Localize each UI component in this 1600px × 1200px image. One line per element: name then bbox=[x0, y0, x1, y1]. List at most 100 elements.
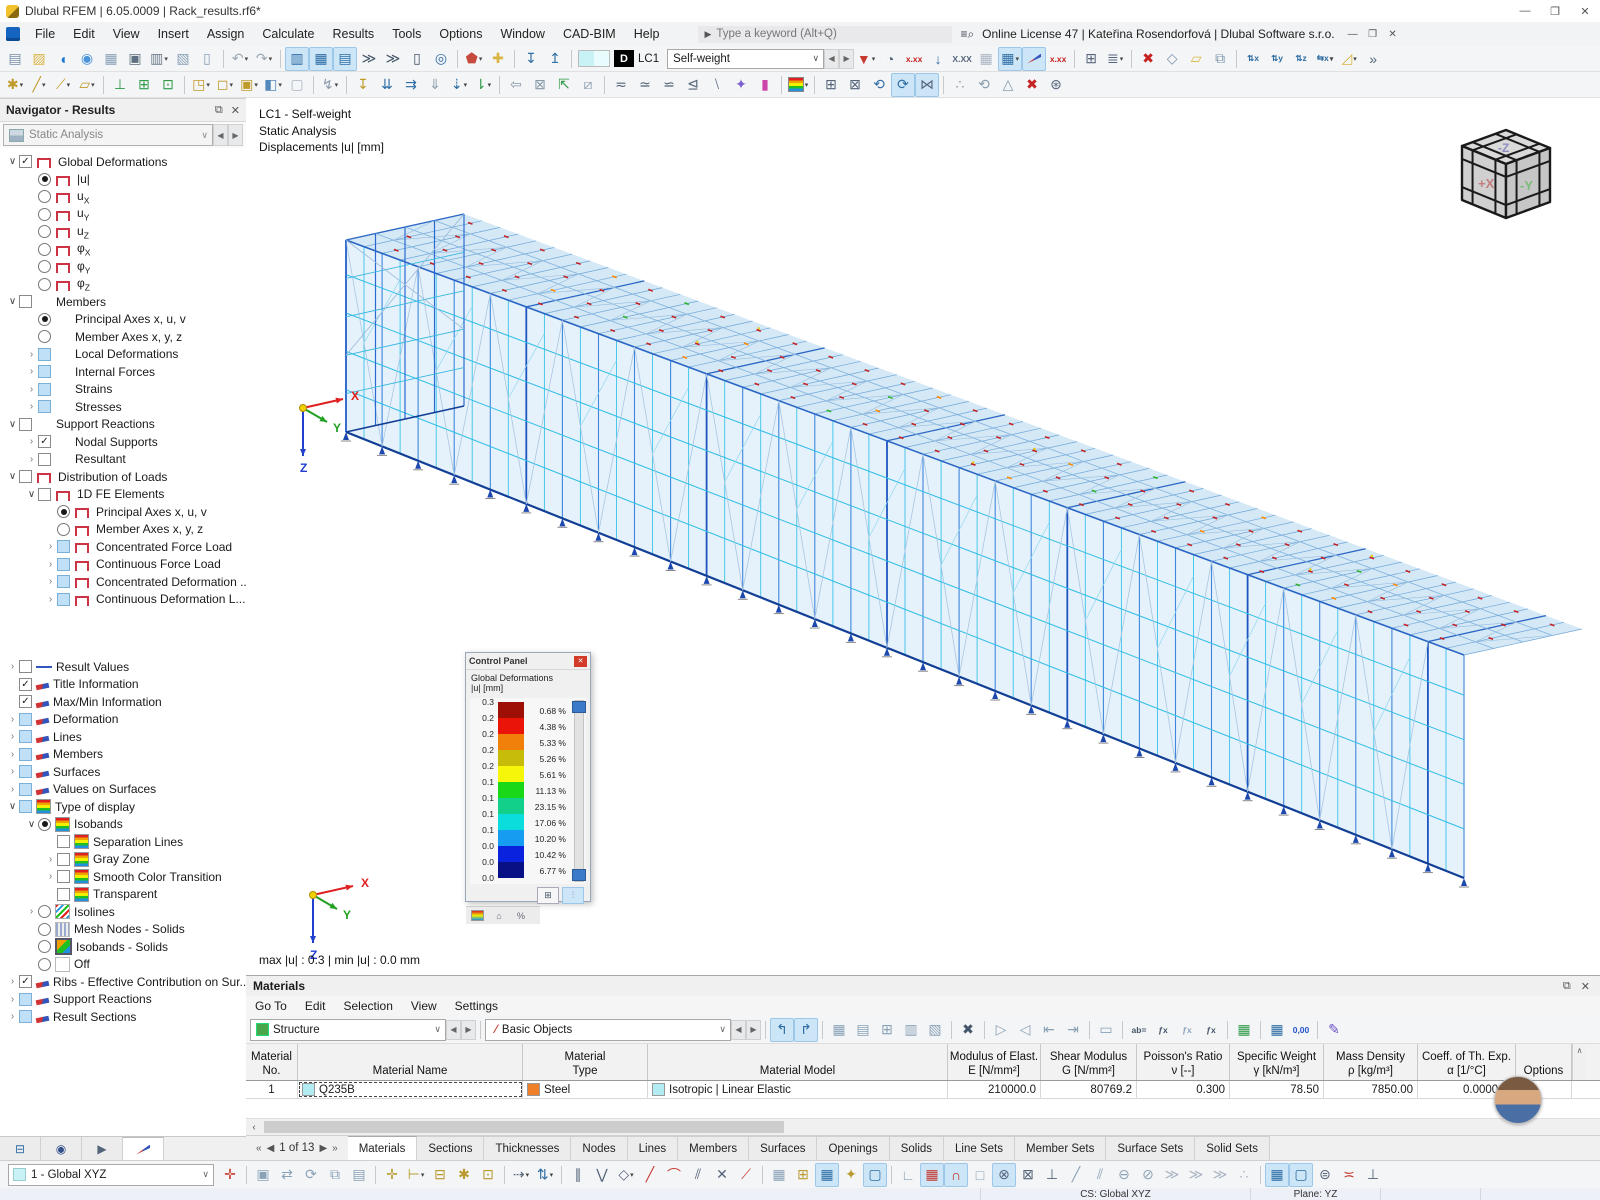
tree-item-support-reactions[interactable]: ∨ Support Reactions bbox=[0, 416, 246, 434]
checkbox[interactable] bbox=[57, 887, 70, 901]
tree-item-transparent[interactable]: Transparent bbox=[0, 886, 246, 904]
tree-item-mesh-nodes-solids[interactable]: Mesh Nodes - Solids bbox=[0, 921, 246, 939]
view-back-icon[interactable]: ⇦ bbox=[510, 76, 522, 92]
prev-load-case-button[interactable]: ◀ bbox=[824, 48, 840, 69]
table-tab-line-sets[interactable]: Line Sets bbox=[944, 1136, 1015, 1160]
menu-edit[interactable]: Edit bbox=[73, 27, 95, 41]
table-cell[interactable]: 210000.0 bbox=[948, 1081, 1041, 1098]
copy-view-icon[interactable]: ⧉ bbox=[1215, 50, 1226, 66]
expander-icon[interactable]: › bbox=[29, 401, 34, 413]
print-icon[interactable]: ▥ ▾ bbox=[150, 50, 168, 66]
snap-star-icon[interactable]: ✱ bbox=[458, 1166, 470, 1182]
control-panel-titlebar[interactable]: Control Panel ✕ bbox=[466, 653, 590, 670]
search-icon[interactable]: ≡⌕ bbox=[960, 26, 975, 41]
tree-item-[interactable]: φZ bbox=[0, 276, 246, 294]
comment-icon[interactable]: ✎ bbox=[1328, 1021, 1340, 1037]
table-cell[interactable]: Isotropic | Linear Elastic bbox=[648, 1081, 948, 1098]
table-category-select[interactable]: ⁄ Basic Objects ∨ bbox=[485, 1018, 731, 1041]
materials-float-button[interactable]: ⧉ bbox=[1562, 979, 1571, 992]
table-insert-icon[interactable]: ⊞ bbox=[881, 1021, 893, 1037]
tree-item-separation-lines[interactable]: Separation Lines bbox=[0, 833, 246, 851]
spotlight-icon[interactable]: ◎ bbox=[434, 50, 448, 66]
menu-cad-bim[interactable]: CAD-BIM bbox=[562, 27, 616, 41]
expander-icon[interactable]: › bbox=[29, 906, 34, 918]
rotate-y-icon[interactable]: ⟳ bbox=[891, 72, 915, 97]
tree-item-[interactable]: φX bbox=[0, 241, 246, 259]
plane-box-icon[interactable]: ⊡ bbox=[482, 1166, 494, 1182]
line-double-icon[interactable]: ⫽ bbox=[694, 1166, 702, 1182]
checkbox[interactable] bbox=[19, 747, 32, 761]
column-header[interactable]: Material Model bbox=[648, 1044, 948, 1080]
generate-report-icon[interactable]: ▧ bbox=[176, 50, 190, 66]
tree-item-ribs-effective-contribution-on-sur[interactable]: › Ribs - Effective Contribution on Sur... bbox=[0, 973, 246, 991]
tree-item-internal-forces[interactable]: › Internal Forces bbox=[0, 363, 246, 381]
section-cut-icon[interactable]: ⧵ bbox=[714, 76, 720, 92]
tree-item-principal-axes-x-u-v[interactable]: Principal Axes x, u, v bbox=[0, 311, 246, 329]
next-load-case-button[interactable]: ▶ bbox=[839, 48, 855, 69]
expander-icon[interactable]: › bbox=[10, 731, 15, 743]
import-table-icon[interactable]: ▦ bbox=[1270, 1021, 1284, 1037]
snap-grid-icon[interactable]: ▦ bbox=[772, 1166, 786, 1182]
checkbox[interactable] bbox=[19, 660, 32, 674]
result-arrow-icon[interactable]: ↓ bbox=[934, 50, 942, 67]
tree-item-lines[interactable]: › Lines bbox=[0, 728, 246, 746]
expander-icon[interactable]: › bbox=[10, 766, 15, 778]
table-row[interactable]: 1 Q235B Steel Isotropic | Linear Elastic 210… bbox=[246, 1081, 1600, 1099]
table-tab-sections[interactable]: Sections bbox=[417, 1136, 485, 1160]
checkbox[interactable] bbox=[38, 382, 51, 396]
child-restore-button[interactable]: ❐ bbox=[1368, 28, 1378, 40]
table-view-icon[interactable]: ▦ bbox=[832, 1021, 846, 1037]
snap-magnet-icon[interactable]: ∩ bbox=[944, 1162, 968, 1187]
delete-results-icon[interactable]: ✖ bbox=[1142, 50, 1154, 66]
radio[interactable] bbox=[38, 922, 51, 936]
checkbox[interactable] bbox=[57, 835, 70, 849]
tree-item-isobands-solids[interactable]: Isobands - Solids bbox=[0, 938, 246, 956]
table-tab-openings[interactable]: Openings bbox=[817, 1136, 890, 1160]
dimension-z-icon[interactable]: ⇅z bbox=[1295, 53, 1307, 63]
minimize-button[interactable]: — bbox=[1519, 5, 1531, 17]
tree-item-1d-fe-elements[interactable]: ∨ 1D FE Elements bbox=[0, 486, 246, 504]
formula-fx2-icon[interactable]: ƒx bbox=[1182, 1024, 1192, 1035]
checkbox[interactable] bbox=[19, 1010, 32, 1024]
scale-options-button[interactable]: ⊞ bbox=[537, 887, 559, 904]
expander-icon[interactable]: ∨ bbox=[27, 818, 36, 830]
shortcut-sc-icon[interactable]: ≫ bbox=[385, 50, 401, 66]
column-header[interactable]: Mass Density ρ [kg/m³] bbox=[1324, 1044, 1418, 1080]
tree-item-nodal-supports[interactable]: › Nodal Supports bbox=[0, 433, 246, 451]
result-values-XXX-icon[interactable]: X.XX bbox=[952, 53, 972, 64]
report-view-icon[interactable]: ▯ bbox=[413, 50, 421, 66]
snap-square-icon[interactable]: □ bbox=[975, 1166, 985, 1183]
tree-item-concentrated-deformation[interactable]: › Concentrated Deformation ... bbox=[0, 573, 246, 591]
load-wizard-icon[interactable]: ⇣ ▾ bbox=[450, 76, 468, 92]
checkbox[interactable] bbox=[19, 695, 32, 709]
draw-surface-icon[interactable]: ▱ ▾ bbox=[79, 76, 95, 92]
load-down-icon[interactable]: ↧ bbox=[525, 50, 537, 66]
navigator-toggle-icon[interactable]: ▥ bbox=[285, 46, 309, 71]
analysis-type-select[interactable]: Static Analysis ∨ bbox=[3, 124, 213, 146]
jump-to-graphic-icon[interactable]: ↰ bbox=[770, 1017, 794, 1042]
checkbox[interactable] bbox=[19, 782, 32, 796]
expander-icon[interactable]: › bbox=[48, 593, 53, 605]
work-plane-icon[interactable]: ✛ bbox=[224, 1166, 236, 1182]
more-tools-icon[interactable]: » bbox=[1369, 50, 1377, 67]
checkbox[interactable] bbox=[19, 155, 32, 169]
tree-item-u[interactable]: uZ bbox=[0, 223, 246, 241]
expander-icon[interactable]: › bbox=[48, 558, 53, 570]
checkbox[interactable] bbox=[38, 435, 51, 449]
tree-item-off[interactable]: Off bbox=[0, 956, 246, 974]
menu-file[interactable]: File bbox=[35, 27, 56, 41]
pin-marker-icon[interactable]: ▮ bbox=[761, 76, 769, 92]
radio[interactable] bbox=[38, 260, 51, 274]
save-icon[interactable]: ▣ bbox=[128, 50, 142, 66]
rotate-x-icon[interactable]: ⟲ bbox=[873, 76, 885, 92]
expander-icon[interactable]: › bbox=[29, 366, 34, 378]
column-header[interactable]: Material No. bbox=[246, 1044, 298, 1080]
dimension-x-icon[interactable]: ⇅x bbox=[1247, 53, 1260, 63]
checkbox[interactable] bbox=[19, 712, 32, 726]
checkbox[interactable] bbox=[19, 470, 32, 484]
section-offset-icon[interactable]: ≃ bbox=[639, 76, 651, 92]
free-load-icon[interactable]: ⇓ bbox=[429, 76, 441, 92]
snap-dots-icon[interactable]: ∴ bbox=[1239, 1166, 1249, 1182]
node-on-solid-icon[interactable]: ⊡ bbox=[162, 76, 174, 92]
pager-prev-button[interactable]: ◀ bbox=[266, 1142, 275, 1154]
